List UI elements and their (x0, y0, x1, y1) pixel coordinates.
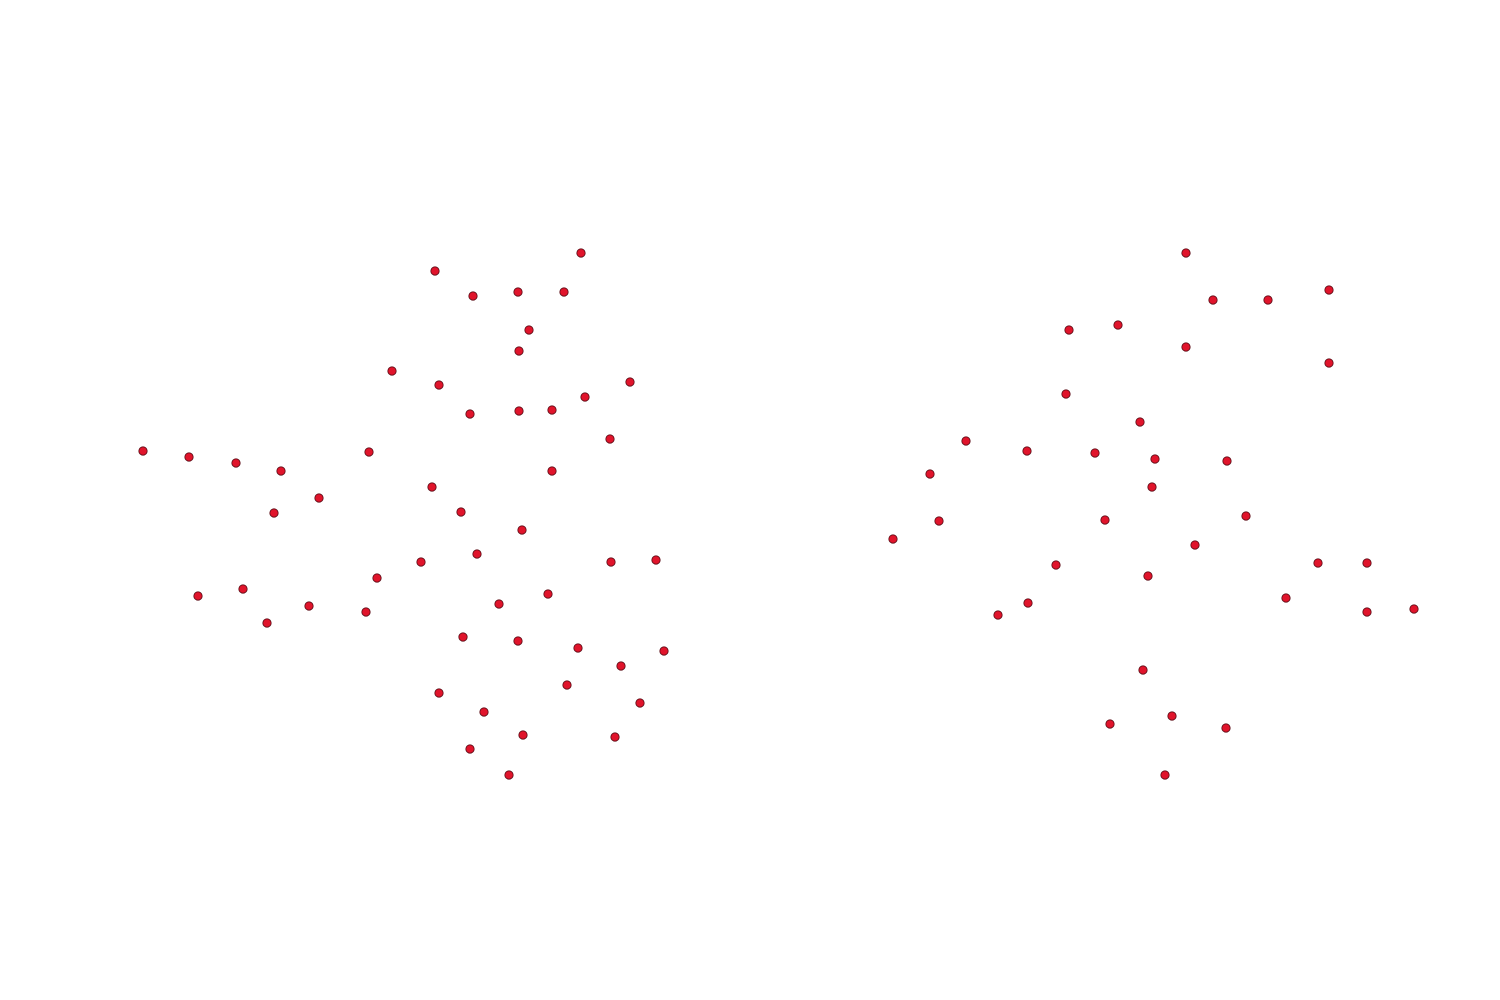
scatter-right-dot (1181, 248, 1191, 258)
scatter-left (138, 248, 669, 780)
scatter-left-dot (314, 493, 324, 503)
scatter-right-dot (1022, 446, 1032, 456)
scatter-right-dot (1362, 607, 1372, 617)
scatter-left-dot (361, 607, 371, 617)
scatter-left-dot (430, 266, 440, 276)
scatter-left-dot (562, 680, 572, 690)
scatter-left-dot (465, 744, 475, 754)
scatter-left-dot (559, 287, 569, 297)
scatter-left-dot (456, 507, 466, 517)
scatter-left-dot (517, 525, 527, 535)
scatter-left-dot (606, 557, 616, 567)
scatter-right-dot (1208, 295, 1218, 305)
scatter-right-dot (1150, 454, 1160, 464)
scatter-right-dot (1160, 770, 1170, 780)
scatter-left-dot (276, 466, 286, 476)
scatter-right-dot (1263, 295, 1273, 305)
scatter-left-dot (513, 287, 523, 297)
scatter-left-dot (269, 508, 279, 518)
scatter-left-dot (605, 434, 615, 444)
scatter-right-dot (1090, 448, 1100, 458)
scatter-left-dot (494, 599, 504, 609)
scatter-left-dot (514, 406, 524, 416)
scatter-left-dot (304, 601, 314, 611)
scatter-right-dot (1051, 560, 1061, 570)
scatter-right-dot (1135, 417, 1145, 427)
scatter-left-dot (434, 688, 444, 698)
scatter-left-dot (468, 291, 478, 301)
scatter-right-dot (925, 469, 935, 479)
scatter-left-dot (372, 573, 382, 583)
scatter-right-dot (1222, 456, 1232, 466)
scatter-left-dot (364, 447, 374, 457)
scatter-left-dot (625, 377, 635, 387)
scatter-left-dot (524, 325, 534, 335)
scatter-right-dot (1190, 540, 1200, 550)
scatter-right-dot (1061, 389, 1071, 399)
scatter-right-dot (1241, 511, 1251, 521)
scatter-right-dot (1324, 358, 1334, 368)
scatter-right-dot (888, 534, 898, 544)
scatter-right-dot (1147, 482, 1157, 492)
scatter-right-dot (1023, 598, 1033, 608)
scatter-left-dot (238, 584, 248, 594)
scatter-left-dot (576, 248, 586, 258)
scatter-left-dot (262, 618, 272, 628)
scatter-right-dot (1221, 723, 1231, 733)
scatter-left-dot (513, 636, 523, 646)
scatter-left-dot (504, 770, 514, 780)
scatter-left-dot (193, 591, 203, 601)
scatter-left-dot (138, 446, 148, 456)
scatter-right-dot (1362, 558, 1372, 568)
scatter-right-dot (961, 436, 971, 446)
scatter-left-dot (416, 557, 426, 567)
scatter-right-dot (1100, 515, 1110, 525)
scatter-right (888, 248, 1419, 780)
scatter-right-dot (1181, 342, 1191, 352)
scatter-right-dot (1313, 558, 1323, 568)
scatter-left-dot (465, 409, 475, 419)
scatter-right-dot (1143, 571, 1153, 581)
scatter-left-dot (547, 466, 557, 476)
scatter-left-dot (610, 732, 620, 742)
scatter-right-dot (993, 610, 1003, 620)
scatter-left-dot (580, 392, 590, 402)
scatter-right-dot (934, 516, 944, 526)
scatter-right-dot (1409, 604, 1419, 614)
scatter-left-dot (573, 643, 583, 653)
scatter-right-dot (1064, 325, 1074, 335)
scatter-left-dot (434, 380, 444, 390)
scatter-left-dot (659, 646, 669, 656)
scatter-left-dot (231, 458, 241, 468)
scatter-left-dot (543, 589, 553, 599)
scatter-left-dot (479, 707, 489, 717)
scatter-right-dot (1167, 711, 1177, 721)
scatter-right-dot (1324, 285, 1334, 295)
scatter-left-dot (547, 405, 557, 415)
scatter-left-dot (427, 482, 437, 492)
scatter-left-dot (184, 452, 194, 462)
scatter-left-dot (518, 730, 528, 740)
scatter-left-dot (458, 632, 468, 642)
scatter-right-dot (1281, 593, 1291, 603)
scatter-left-dot (387, 366, 397, 376)
scatter-left-dot (635, 698, 645, 708)
scatter-left-dot (616, 661, 626, 671)
scatter-right-dot (1138, 665, 1148, 675)
scatter-left-dot (651, 555, 661, 565)
scatter-right-dot (1105, 719, 1115, 729)
scatter-left-dot (472, 549, 482, 559)
scatter-right-dot (1113, 320, 1123, 330)
scatter-left-dot (514, 346, 524, 356)
